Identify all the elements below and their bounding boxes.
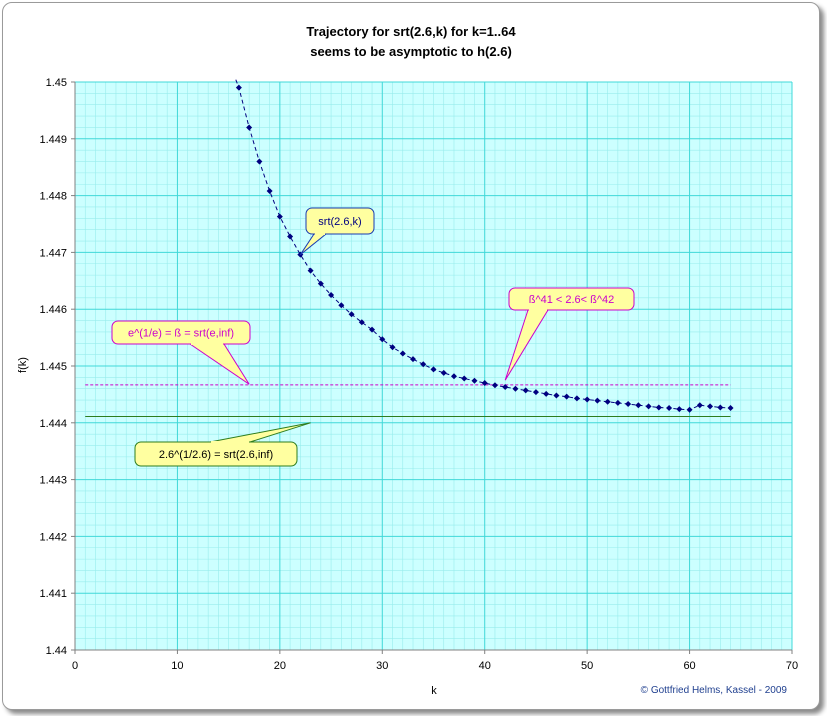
data-point [287, 233, 294, 240]
data-point [635, 402, 642, 409]
data-point [430, 366, 437, 373]
y-tick-label: 1.446 [39, 304, 67, 316]
data-point [420, 361, 427, 368]
data-point [461, 375, 468, 382]
data-point [717, 404, 724, 411]
series-layer [235, 79, 734, 413]
data-point [235, 84, 242, 91]
data-point [727, 405, 734, 412]
x-tick-label: 0 [72, 660, 78, 672]
chart-title-line-1: Trajectory for srt(2.6,k) for k=1..64 [306, 24, 516, 39]
data-point [563, 393, 570, 400]
y-tick-label: 1.44 [46, 645, 67, 657]
axes: 0 10 20 30 40 50 60 70 1.44 1.441 1.442 1.443 1.444 1… [39, 77, 798, 672]
y-tick-label: 1.45 [46, 77, 67, 89]
data-point [338, 302, 345, 309]
x-axis-label: k [431, 685, 437, 697]
data-point [450, 373, 457, 380]
data-point [491, 382, 498, 389]
callout-box [305, 207, 375, 235]
callout-text: 2.6^(1/2.6) = srt(2.6,inf) [159, 449, 273, 461]
data-point [696, 402, 703, 409]
data-point [256, 158, 263, 165]
data-point [276, 213, 283, 220]
data-point [625, 401, 632, 408]
y-tick-label: 1.444 [39, 418, 67, 430]
data-point [246, 124, 253, 131]
data-point [553, 392, 560, 399]
data-point [686, 406, 693, 413]
data-point [471, 377, 478, 384]
data-point [307, 267, 314, 274]
data-point [358, 319, 365, 326]
data-point [532, 389, 539, 396]
chart-title-line-2: seems to be asymptotic to h(2.6) [310, 44, 512, 59]
x-tick-label: 30 [376, 660, 388, 672]
data-point [584, 396, 591, 403]
data-point [399, 350, 406, 357]
x-tick-label: 50 [581, 660, 593, 672]
data-point [655, 404, 662, 411]
data-point [522, 387, 529, 394]
y-axis-label: f(k) [17, 357, 29, 373]
reference-lines [85, 384, 731, 417]
x-tick-label: 10 [171, 660, 183, 672]
x-tick-label: 40 [479, 660, 491, 672]
data-point [512, 385, 519, 392]
data-point [573, 395, 580, 402]
x-tick-label: 60 [683, 660, 695, 672]
credit-text: © Gottfried Helms, Kassel - 2009 [641, 685, 788, 696]
data-point [369, 326, 376, 333]
data-point [317, 280, 324, 287]
y-tick-label: 1.443 [39, 475, 67, 487]
data-point [348, 311, 355, 318]
callouts: srt(2.6,k) ß^41 < 2.6< ß^42 e^(1/e) = ß = … [111, 207, 635, 467]
data-point [328, 292, 335, 298]
callout-text: srt(2.6,k) [318, 216, 361, 228]
data-point [676, 406, 683, 413]
x-tick-label: 20 [274, 660, 286, 672]
y-tick-label: 1.447 [39, 247, 67, 259]
data-point [604, 398, 611, 405]
data-point [614, 399, 621, 406]
y-tick-label: 1.445 [39, 361, 67, 373]
x-tick-label: 70 [786, 660, 798, 672]
data-point [389, 344, 396, 351]
data-point [645, 403, 652, 410]
data-point [410, 356, 417, 363]
data-point [481, 380, 488, 387]
data-point [707, 403, 714, 410]
data-point [379, 336, 386, 343]
callout-box [111, 320, 251, 345]
callout-text: e^(1/e) = ß = srt(e,inf) [128, 328, 234, 340]
data-point [266, 188, 273, 195]
data-point [594, 397, 601, 404]
y-tick-label: 1.449 [39, 134, 67, 146]
y-tick-label: 1.442 [39, 531, 67, 543]
data-point [440, 369, 447, 376]
data-point [543, 390, 550, 397]
data-point [502, 384, 509, 391]
data-point [666, 405, 673, 412]
callout-box [508, 287, 635, 311]
y-tick-label: 1.448 [39, 191, 67, 203]
callout-text: ß^41 < 2.6< ß^42 [529, 294, 615, 306]
y-tick-label: 1.441 [39, 588, 67, 600]
